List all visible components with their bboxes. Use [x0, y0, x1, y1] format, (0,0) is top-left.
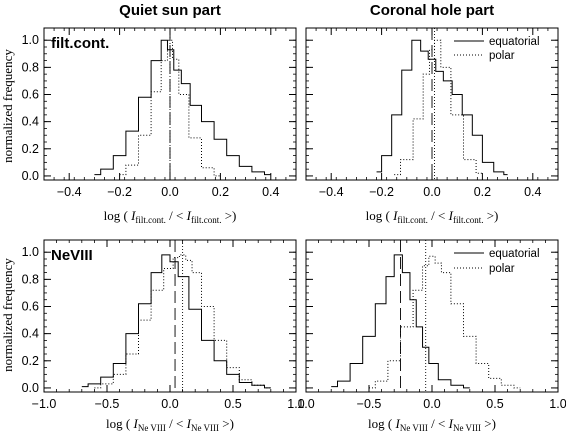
panel-label-neviii: NeVIII	[51, 247, 93, 264]
x-label-sub1: Ne VIII	[400, 423, 428, 433]
y-tick-label: 0.4	[22, 115, 39, 129]
legend-label-polar: polar	[489, 263, 515, 275]
column-title-coronal-hole: Coronal hole part	[370, 2, 494, 19]
polar-series-line	[369, 255, 521, 389]
x-label-sub2: filt.cont.	[453, 215, 484, 225]
x-tick-label: −1.0	[32, 397, 57, 411]
x-tick-label: 1.0	[549, 397, 566, 411]
x-tick-label: 0.0	[423, 185, 440, 199]
y-tick-label: 0.4	[22, 327, 39, 341]
panel-top-left: −0.4 −0.2 0.0 0.2 0.4 0.0 0.2 0.4 0.6 0.8 1.0	[22, 27, 297, 199]
legend-label-polar: polar	[489, 50, 515, 62]
x-label-i: I	[392, 208, 398, 223]
x-axis-label-bottom-left: log ( INe VIII / < INe VIII >)	[106, 416, 234, 433]
x-label-suffix: >)	[221, 208, 236, 223]
x-label-i2: I	[448, 416, 454, 431]
panel-bottom-right: 1.0 −0.5 0.0 0.5 1.0	[297, 239, 566, 411]
x-tick-label: 0.2	[474, 185, 491, 199]
x-label-suffix: >)	[219, 416, 234, 431]
x-label-i: I	[132, 416, 138, 431]
legend-label-equatorial: equatorial	[489, 36, 540, 48]
x-label-i2: I	[448, 208, 454, 223]
x-label-suffix: >)	[483, 208, 498, 223]
x-label-prefix: log (	[106, 416, 133, 431]
y-tick-label: 0.2	[22, 354, 39, 368]
x-label-suffix: >)	[481, 416, 496, 431]
x-tick-label: 0.0	[161, 185, 178, 199]
x-label-mid: / <	[166, 416, 187, 431]
x-label-sub2: Ne VIII	[191, 423, 219, 433]
y-axis-label-bottom: normalized frequency	[0, 258, 15, 372]
x-tick-label: 0.2	[212, 185, 229, 199]
column-title-quiet-sun: Quiet sun part	[119, 2, 221, 19]
x-tick-label: −0.4	[319, 185, 344, 199]
y-tick-label: 0.8	[22, 60, 39, 74]
x-tick-label: 0.4	[524, 185, 541, 199]
x-tick-label: 1.0	[297, 397, 314, 411]
x-label-prefix: log (	[366, 208, 393, 223]
y-tick-label: 0.6	[22, 88, 39, 102]
x-label-prefix: log (	[368, 416, 395, 431]
x-label-sub1: filt.cont.	[397, 215, 428, 225]
x-label-i: I	[394, 416, 400, 431]
x-label-sub1: filt.cont.	[135, 215, 166, 225]
x-label-prefix: log (	[104, 208, 131, 223]
legend-bottom-right: equatorial polar	[454, 248, 540, 275]
x-tick-label: −0.4	[57, 185, 82, 199]
plot-frame	[305, 239, 559, 393]
x-label-mid: / <	[166, 208, 187, 223]
x-axis-label-top-left: log ( Ifilt.cont. / < Ifilt.cont. >)	[104, 208, 237, 225]
x-tick-label: 1.0	[287, 397, 304, 411]
y-tick-label: 0.6	[22, 300, 39, 314]
y-tick-label: 0.8	[22, 272, 39, 286]
x-tick-label: 0.0	[423, 397, 440, 411]
polar-series-line	[394, 39, 483, 176]
solid-series-line	[81, 254, 271, 389]
x-label-sub2: Ne VIII	[453, 423, 481, 433]
x-tick-label: −0.5	[95, 397, 120, 411]
y-tick-label: 0.0	[22, 381, 39, 395]
legend-top-right: equatorial polar	[454, 36, 540, 62]
solid-series-line	[94, 39, 271, 176]
x-axis-label-top-right: log ( Ifilt.cont. / < Ifilt.cont. >)	[366, 208, 499, 225]
y-axis-label-top: normalized frequency	[0, 49, 15, 163]
x-tick-label: −0.2	[107, 185, 132, 199]
x-tick-label: −0.5	[357, 397, 382, 411]
x-tick-label: 0.4	[262, 185, 279, 199]
x-label-sub2: filt.cont.	[191, 215, 222, 225]
legend-label-equatorial: equatorial	[489, 248, 540, 260]
panel-bottom-left: −1.0 −0.5 0.0 0.5 1.0 0.0 0.2 0.4 0.6 0.8 1.0	[22, 239, 305, 411]
y-tick-label: 0.0	[22, 169, 39, 183]
x-label-mid: / <	[428, 208, 449, 223]
x-label-sub1: Ne VIII	[138, 423, 166, 433]
equatorial-series-line	[331, 254, 470, 389]
dotted-series-line	[94, 254, 271, 389]
x-label-mid: / <	[428, 416, 449, 431]
x-axis-label-bottom-right: log ( INe VIII / < INe VIII >)	[368, 416, 496, 433]
x-tick-label: 0.5	[224, 397, 241, 411]
y-tick-label: 0.2	[22, 142, 39, 156]
x-tick-label: 0.0	[161, 397, 178, 411]
x-label-i2: I	[186, 416, 192, 431]
y-tick-label: 1.0	[22, 245, 39, 259]
panel-top-right: −0.4 −0.2 0.0 0.2 0.4	[305, 27, 559, 199]
y-tick-label: 1.0	[22, 33, 39, 47]
panel-label-filt-cont: filt.cont.	[51, 35, 109, 52]
x-tick-label: 0.5	[486, 397, 503, 411]
x-label-i: I	[130, 208, 136, 223]
x-tick-label: −0.2	[369, 185, 394, 199]
equatorial-series-line	[376, 39, 508, 176]
x-label-i2: I	[186, 208, 192, 223]
